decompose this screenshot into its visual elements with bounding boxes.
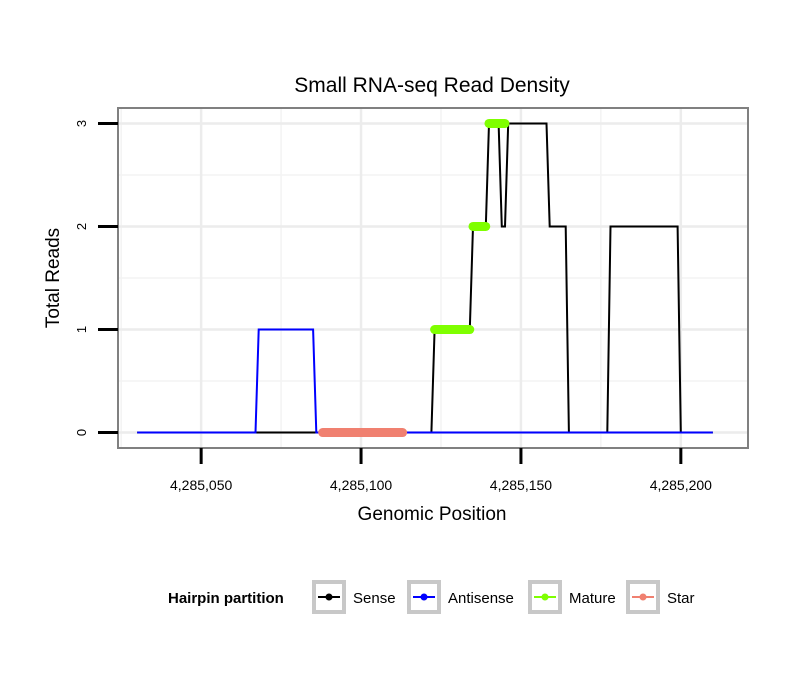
y-axis-title: Total Reads bbox=[43, 228, 64, 328]
legend-label-antisense: Antisense bbox=[448, 590, 514, 607]
legend-dot-mature bbox=[541, 593, 549, 601]
x-tick-label: 4,285,100 bbox=[330, 477, 392, 493]
axes: 4,285,050 4,285,100 4,285,150 4,285,200 0 1 2 3 bbox=[74, 120, 712, 493]
legend-label-star: Star bbox=[667, 590, 695, 607]
y-tick-label: 0 bbox=[74, 429, 89, 436]
y-tick-label: 2 bbox=[74, 223, 89, 230]
x-tick-label: 4,285,150 bbox=[490, 477, 552, 493]
legend: Hairpin partition Sense Antisense Mature St… bbox=[168, 580, 695, 614]
x-tick-label: 4,285,200 bbox=[650, 477, 712, 493]
legend-label-sense: Sense bbox=[353, 590, 396, 607]
x-tick-label: 4,285,050 bbox=[170, 477, 232, 493]
y-tick-label: 1 bbox=[74, 326, 89, 333]
y-tick-label: 3 bbox=[74, 120, 89, 127]
series-sense-line bbox=[137, 122, 713, 434]
chart-title: Small RNA-seq Read Density bbox=[294, 74, 570, 97]
legend-label-mature: Mature bbox=[569, 590, 616, 607]
legend-title: Hairpin partition bbox=[168, 590, 284, 607]
series-layer bbox=[137, 118, 713, 438]
legend-dot-antisense bbox=[420, 593, 428, 601]
plot-panel-border bbox=[117, 107, 749, 449]
legend-dot-sense bbox=[325, 593, 333, 601]
x-axis-title: Genomic Position bbox=[358, 504, 507, 525]
legend-dot-star bbox=[639, 593, 647, 601]
